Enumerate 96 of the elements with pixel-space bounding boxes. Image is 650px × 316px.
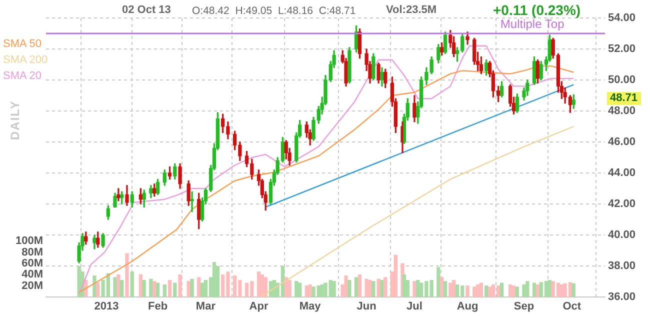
bar <box>515 286 519 297</box>
bar <box>508 284 512 297</box>
bar <box>472 286 476 297</box>
bar <box>384 277 388 297</box>
bar <box>500 282 504 297</box>
bar <box>332 281 336 297</box>
bar <box>358 274 362 297</box>
y-tick-label: 54.00 <box>608 12 636 24</box>
bar <box>488 286 492 297</box>
bar <box>522 284 526 297</box>
bar <box>348 280 352 297</box>
bar <box>536 284 540 297</box>
y2-tick-label: 80M <box>22 246 43 258</box>
text: 02 Oct 13 <box>122 4 171 16</box>
bar <box>125 253 129 297</box>
x-tick-label: Mar <box>196 300 216 313</box>
bar <box>512 286 516 297</box>
text: 48.71 <box>607 92 641 105</box>
bar <box>256 272 261 297</box>
bar <box>364 278 368 297</box>
x-tick-label: Aug <box>456 300 478 313</box>
bar <box>368 280 372 297</box>
bar <box>113 277 117 297</box>
bar <box>168 280 172 297</box>
bar <box>294 281 298 297</box>
bar <box>344 275 348 297</box>
bar <box>466 286 470 297</box>
x-tick-label: May <box>299 300 322 313</box>
bar <box>402 274 406 297</box>
y-tick-label: 52.00 <box>608 43 636 56</box>
bar <box>572 283 576 297</box>
bar <box>288 280 292 297</box>
x-tick-label: Jun <box>356 300 377 313</box>
bar <box>152 281 156 297</box>
bar <box>304 286 309 297</box>
bar <box>130 272 134 297</box>
bar <box>120 280 124 297</box>
bar <box>532 282 536 297</box>
bar <box>200 282 204 297</box>
bar <box>416 280 420 297</box>
bar <box>92 275 96 297</box>
bar <box>212 262 216 297</box>
bar <box>484 286 488 297</box>
x-tick-label: Apr <box>249 300 269 313</box>
bar <box>298 282 302 297</box>
bar <box>443 281 448 297</box>
bar <box>173 282 177 297</box>
bar <box>526 281 530 297</box>
x-tick-label: Feb <box>148 300 168 313</box>
x-tick-label: Jul <box>406 300 422 313</box>
bar <box>372 281 376 297</box>
y2-tick-label: 60M <box>22 258 43 270</box>
x-tick-label: Oct <box>562 300 582 313</box>
bar <box>96 282 100 297</box>
y2-tick-label: 100M <box>15 235 43 248</box>
bar <box>354 277 358 297</box>
bar <box>116 274 120 297</box>
bar <box>376 278 380 297</box>
bar <box>178 274 182 297</box>
x-tick-label: 2013 <box>94 300 119 313</box>
bar <box>440 277 444 297</box>
bar <box>448 282 452 297</box>
y-tick-label: 40.00 <box>608 229 636 242</box>
bar <box>149 278 153 297</box>
bar <box>162 284 166 297</box>
bar <box>548 280 552 297</box>
bar <box>142 280 146 297</box>
text: SMA 50 <box>3 38 42 50</box>
y-tick-label: 36.00 <box>608 291 636 304</box>
x-tick-label: Sep <box>514 300 534 313</box>
y2-tick-label: 40M <box>22 268 43 281</box>
bar <box>380 280 384 297</box>
bar <box>190 278 194 297</box>
bar <box>138 274 143 297</box>
bar <box>197 277 201 297</box>
text: SMA 20 <box>3 70 42 82</box>
y-tick-label: 48.00 <box>608 105 636 118</box>
bar <box>476 284 480 297</box>
annotation: +0.11 (0.23%) <box>493 2 581 18</box>
y-tick-label: 38.00 <box>608 260 636 272</box>
text: O:48.42 H:49.05 L:48.16 C:48.71 <box>192 5 356 17</box>
bar <box>412 281 416 297</box>
bar <box>436 267 440 297</box>
text: SMA 200 <box>3 54 48 66</box>
bar <box>216 266 220 297</box>
y2-tick-label: 20M <box>22 280 43 292</box>
bar <box>394 254 398 297</box>
ref-line-label: Multiple Top <box>500 16 565 31</box>
bar <box>156 282 160 297</box>
bar <box>479 282 484 297</box>
y-tick-label: 44.00 <box>608 167 636 180</box>
y-tick-label: 50.00 <box>608 74 636 86</box>
y-tick-label: 42.00 <box>608 198 636 210</box>
y-tick-label: 46.00 <box>608 136 636 148</box>
bar <box>452 280 456 297</box>
text: Vol:23.5M <box>386 4 437 16</box>
